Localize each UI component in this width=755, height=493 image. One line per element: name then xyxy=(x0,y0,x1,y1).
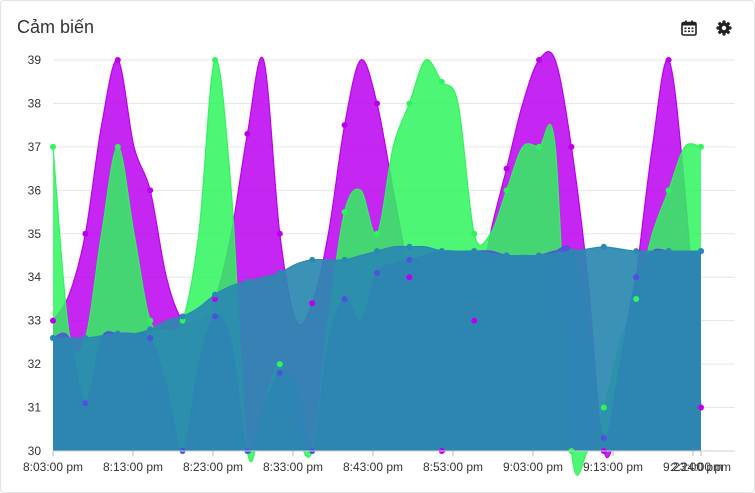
data-point[interactable] xyxy=(50,143,56,150)
x-tick-label: 2:24:00 pm xyxy=(671,460,731,474)
data-point[interactable] xyxy=(276,269,283,276)
y-tick-label: 37 xyxy=(28,140,42,154)
y-tick-label: 30 xyxy=(28,444,42,458)
data-point[interactable] xyxy=(114,57,121,63)
y-tick-label: 36 xyxy=(28,183,42,197)
data-point[interactable] xyxy=(212,291,218,298)
y-tick-label: 35 xyxy=(28,227,42,241)
data-point[interactable] xyxy=(471,230,478,237)
data-point[interactable] xyxy=(633,295,640,302)
data-point[interactable] xyxy=(147,326,154,333)
data-point[interactable] xyxy=(309,256,316,263)
x-tick-label: 8:23:00 pm xyxy=(183,460,243,474)
x-tick-label: 8:53:00 pm xyxy=(423,460,483,474)
data-point[interactable] xyxy=(114,143,121,150)
y-tick-label: 34 xyxy=(28,270,42,284)
data-point[interactable] xyxy=(50,317,56,324)
data-point[interactable] xyxy=(341,122,348,129)
x-tick-label: 8:13:00 pm xyxy=(103,460,163,474)
y-tick-label: 31 xyxy=(28,401,42,415)
data-point[interactable] xyxy=(341,295,348,302)
data-point[interactable] xyxy=(341,209,348,216)
data-point[interactable] xyxy=(568,248,575,255)
data-point[interactable] xyxy=(665,248,672,255)
data-point[interactable] xyxy=(309,300,316,307)
data-point[interactable] xyxy=(698,248,704,255)
data-point[interactable] xyxy=(406,100,413,107)
calendar-icon[interactable] xyxy=(680,19,698,37)
x-tick-label: 8:03:00 pm xyxy=(23,460,83,474)
y-tick-label: 32 xyxy=(28,357,42,371)
data-point[interactable] xyxy=(698,404,704,411)
data-point[interactable] xyxy=(600,434,607,441)
data-point[interactable] xyxy=(503,165,510,172)
data-point[interactable] xyxy=(536,143,542,150)
data-point[interactable] xyxy=(438,78,445,85)
data-point[interactable] xyxy=(82,400,89,407)
data-point[interactable] xyxy=(244,278,251,285)
data-point[interactable] xyxy=(406,243,413,250)
data-point[interactable] xyxy=(536,252,542,259)
data-point[interactable] xyxy=(114,330,121,337)
data-point[interactable] xyxy=(600,243,607,250)
data-point[interactable] xyxy=(212,295,218,302)
data-point[interactable] xyxy=(406,274,413,281)
data-point[interactable] xyxy=(633,274,640,281)
y-tick-label: 39 xyxy=(28,53,42,67)
data-point[interactable] xyxy=(179,313,186,320)
data-point[interactable] xyxy=(438,248,445,255)
data-point[interactable] xyxy=(179,317,186,324)
data-point[interactable] xyxy=(406,256,413,263)
x-tick-label: 9:13:00 pm xyxy=(583,460,643,474)
data-point[interactable] xyxy=(244,130,251,137)
data-point[interactable] xyxy=(82,230,89,237)
data-point[interactable] xyxy=(471,317,478,324)
data-point[interactable] xyxy=(212,57,218,63)
x-tick-label: 8:33:00 pm xyxy=(263,460,323,474)
data-point[interactable] xyxy=(600,404,607,411)
data-point[interactable] xyxy=(147,187,154,194)
data-point[interactable] xyxy=(374,269,380,276)
data-point[interactable] xyxy=(147,317,154,324)
data-point[interactable] xyxy=(147,335,154,342)
gear-icon[interactable] xyxy=(715,19,733,37)
data-point[interactable] xyxy=(471,248,478,255)
data-point[interactable] xyxy=(276,361,283,368)
data-point[interactable] xyxy=(276,230,283,237)
x-tick-label: 8:43:00 pm xyxy=(343,460,403,474)
y-tick-label: 33 xyxy=(28,314,42,328)
data-point[interactable] xyxy=(665,57,672,63)
card-title: Cảm biến xyxy=(17,17,95,37)
data-point[interactable] xyxy=(568,143,575,150)
data-point[interactable] xyxy=(374,248,380,255)
data-point[interactable] xyxy=(633,248,640,255)
data-point[interactable] xyxy=(374,100,380,107)
data-point[interactable] xyxy=(212,313,218,320)
data-point[interactable] xyxy=(341,256,348,263)
data-point[interactable] xyxy=(82,335,89,342)
data-point[interactable] xyxy=(374,230,380,237)
x-tick-label: 9:03:00 pm xyxy=(503,460,563,474)
data-point[interactable] xyxy=(536,57,542,63)
data-point[interactable] xyxy=(665,187,672,194)
data-point[interactable] xyxy=(503,187,510,194)
data-point[interactable] xyxy=(50,335,56,342)
y-tick-label: 38 xyxy=(28,96,42,110)
data-point[interactable] xyxy=(276,369,283,376)
data-point[interactable] xyxy=(503,252,510,259)
x-tick-label: 9:23:00 pm xyxy=(663,460,723,474)
data-point[interactable] xyxy=(698,143,704,150)
